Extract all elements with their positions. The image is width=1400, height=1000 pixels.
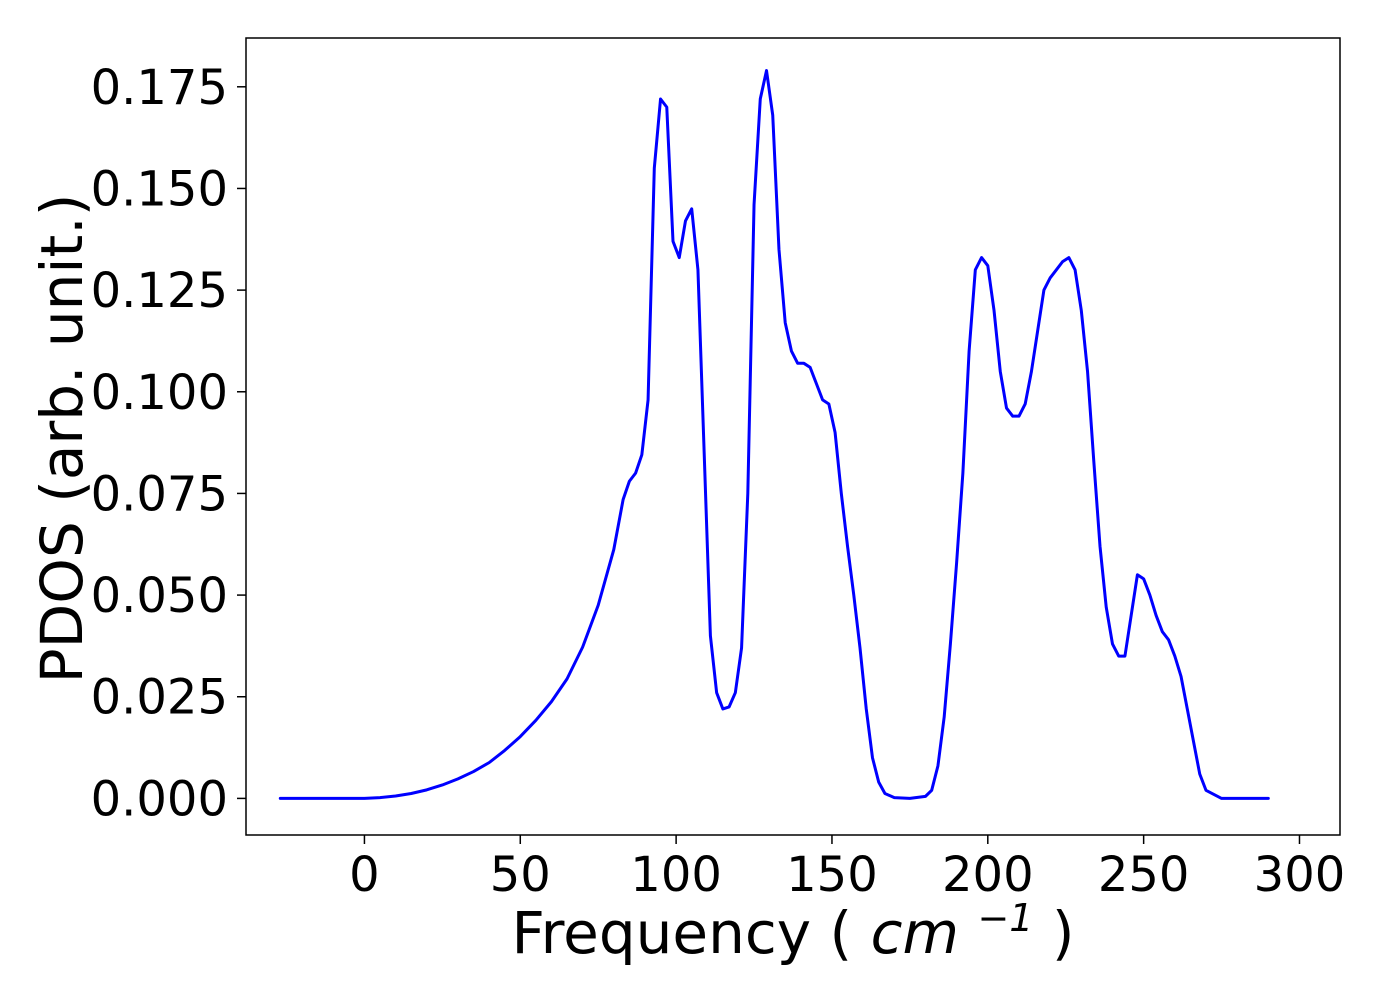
x-tick-label: 150	[786, 847, 878, 903]
y-tick-label: 0.000	[91, 771, 228, 827]
series-line-pdos	[278, 69, 1270, 800]
y-axis-label: PDOS (arb. unit.)	[28, 194, 96, 684]
y-tick-label: 0.100	[91, 365, 228, 421]
x-axis-label-unit-base: cm	[871, 899, 959, 967]
x-axis-label-unit-exponent: −1	[977, 896, 1033, 940]
x-tick-label: 0	[349, 847, 380, 903]
y-tick-label: 0.150	[91, 161, 228, 217]
y-tick-label: 0.025	[91, 670, 228, 726]
x-tick-label: 50	[490, 847, 551, 903]
x-axis-label: Frequency ( cm −1 )	[511, 877, 1074, 967]
x-axis-label-text: Frequency	[511, 899, 811, 967]
x-tick-label: 250	[1098, 847, 1190, 903]
x-tick-label: 100	[630, 847, 722, 903]
y-tick-label: 0.125	[91, 263, 228, 319]
y-tick-label: 0.175	[91, 60, 228, 116]
y-tick-label: 0.050	[91, 568, 228, 624]
x-axis-ticks: 0 50 100 150 200 250 300	[349, 835, 1345, 903]
x-tick-label: 300	[1254, 847, 1346, 903]
plot-series	[278, 69, 1270, 800]
y-tick-label: 0.075	[91, 466, 228, 522]
plot-frame	[245, 37, 1341, 836]
x-axis-label-paren-close: )	[1052, 899, 1075, 967]
x-axis-label-paren-open: (	[830, 899, 853, 967]
y-axis-ticks: 0.000 0.025 0.050 0.075 0.100 0.125 0.150 0.175	[91, 60, 246, 827]
x-tick-label: 200	[942, 847, 1034, 903]
